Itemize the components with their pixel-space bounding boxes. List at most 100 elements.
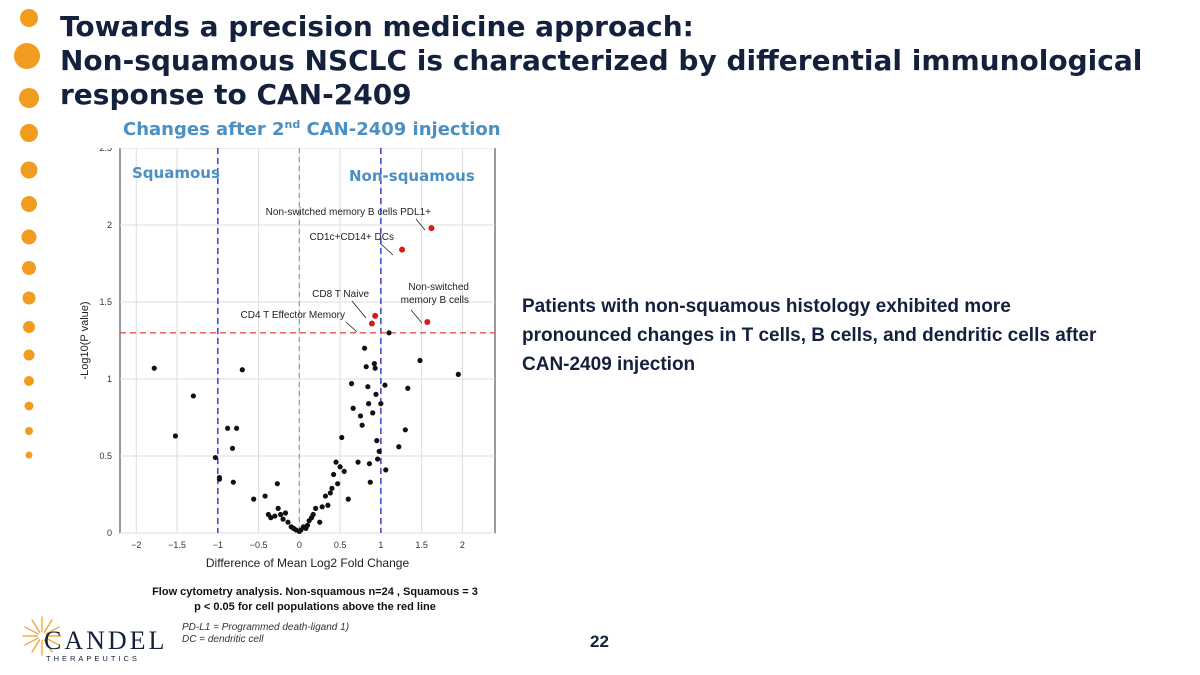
annotation-label: CD8 T Naive — [312, 289, 369, 300]
data-point — [370, 410, 376, 416]
chart-subtitle: Changes after 2nd CAN-2409 injection — [123, 118, 501, 140]
data-point — [341, 468, 347, 474]
data-point — [274, 481, 280, 487]
data-point — [366, 461, 373, 467]
data-point — [190, 393, 196, 399]
data-point — [345, 496, 351, 502]
data-point — [262, 493, 268, 499]
data-point — [280, 516, 286, 522]
data-point — [272, 513, 278, 519]
subtitle-superscript: nd — [284, 118, 301, 131]
x-tick-label: 0 — [297, 540, 302, 550]
data-point — [372, 365, 378, 371]
data-point — [371, 361, 377, 367]
data-point — [330, 471, 337, 478]
data-point — [313, 505, 319, 511]
logo-wordmark: CANDEL — [44, 626, 168, 655]
data-point — [359, 422, 365, 428]
annotation-label: memory B cells — [401, 295, 469, 306]
data-point — [319, 504, 325, 510]
annotation-leader-line — [410, 309, 423, 324]
decorative-dot — [14, 43, 40, 69]
data-point — [376, 448, 382, 454]
data-point — [361, 345, 368, 351]
plot-panel — [119, 148, 496, 534]
data-point — [355, 459, 361, 465]
decorative-dot — [20, 124, 38, 142]
data-point — [212, 454, 218, 461]
data-point — [239, 367, 245, 373]
title-line: Non-squamous NSCLC is characterized by d… — [60, 44, 1143, 77]
data-point — [350, 405, 356, 411]
data-point — [366, 401, 372, 407]
annotation-label: CD4 T Effector Memory — [241, 310, 345, 321]
x-tick-label: −2 — [131, 540, 141, 550]
annotation-leader-line — [380, 243, 394, 256]
subtitle-text: CAN-2409 injection — [300, 119, 501, 140]
y-tick-label: 1 — [107, 374, 112, 384]
annotation-leader-line — [345, 321, 358, 333]
candel-logo-icon — [22, 616, 62, 656]
data-point — [317, 519, 323, 525]
data-point — [304, 522, 311, 528]
annotation-leader-line — [415, 218, 426, 231]
volcano-plot: −2 −1.5 −1 −0.5 0 0.5 1 1.5 2 0 0.5 1 1.5 2 2.5 Differe… — [79, 148, 496, 570]
data-point — [337, 464, 343, 470]
y-tick-label: 2.5 — [99, 148, 112, 153]
decorative-dot — [20, 9, 38, 27]
method-footnote: Flow cytometry analysis. Non-squamous n=… — [140, 585, 490, 615]
significant-data-point — [368, 320, 375, 327]
data-point — [402, 427, 408, 433]
footnote-line: p < 0.05 for cell populations above the … — [194, 601, 436, 613]
x-tick-label: −1.5 — [168, 540, 186, 550]
footnote-line: Flow cytometry analysis. Non-squamous n=… — [152, 586, 478, 598]
data-point — [327, 490, 333, 496]
data-point — [275, 505, 281, 511]
decorative-dot — [21, 229, 37, 245]
squamous-region-label: Squamous — [132, 164, 220, 182]
data-point — [333, 459, 339, 465]
x-tick-label: 0.5 — [334, 540, 347, 550]
data-point — [225, 425, 231, 431]
data-point — [405, 385, 411, 391]
title-line: Towards a precision medicine approach: — [60, 10, 694, 43]
data-point — [325, 502, 331, 508]
title-line: response to CAN-2409 — [60, 78, 412, 111]
decorative-dot-column — [14, 9, 40, 459]
data-point — [216, 476, 223, 482]
decorative-dot — [23, 349, 35, 361]
data-point — [229, 445, 236, 451]
data-point — [363, 364, 369, 370]
logo-subtitle: THERAPEUTICS — [46, 654, 140, 663]
data-point — [365, 384, 371, 390]
data-point — [172, 433, 179, 439]
data-point — [322, 493, 329, 499]
decorative-dot — [21, 196, 37, 212]
y-tick-label: 2 — [107, 220, 112, 230]
data-point — [455, 371, 461, 377]
decorative-dot — [25, 427, 33, 435]
data-point — [268, 515, 274, 521]
data-point — [417, 357, 423, 364]
data-point — [329, 485, 335, 491]
data-point — [357, 413, 364, 419]
data-point — [382, 382, 388, 388]
decorative-dot — [20, 161, 38, 179]
x-tick-label: 1.5 — [415, 540, 428, 550]
data-point — [373, 391, 379, 397]
abbrev-line: PD-L1 = Programmed death-ligand 1) — [182, 622, 350, 633]
key-takeaway: Patients with non-squamous histology exh… — [522, 296, 1097, 375]
decorative-dot — [22, 261, 36, 275]
data-point — [378, 401, 384, 407]
abbrev-line: DC = dendritic cell — [182, 634, 264, 645]
abbreviations: PD-L1 = Programmed death-ligand 1) DC = … — [182, 622, 349, 646]
x-axis-label: Difference of Mean Log2 Fold Change — [206, 556, 410, 570]
data-point — [230, 479, 236, 485]
data-point — [383, 467, 389, 473]
data-point — [233, 425, 240, 431]
data-point — [335, 481, 341, 487]
slide-title: Towards a precision medicine approach: N… — [60, 10, 1160, 112]
decorative-dot — [24, 401, 34, 411]
data-point — [285, 519, 291, 525]
data-point — [386, 330, 392, 336]
